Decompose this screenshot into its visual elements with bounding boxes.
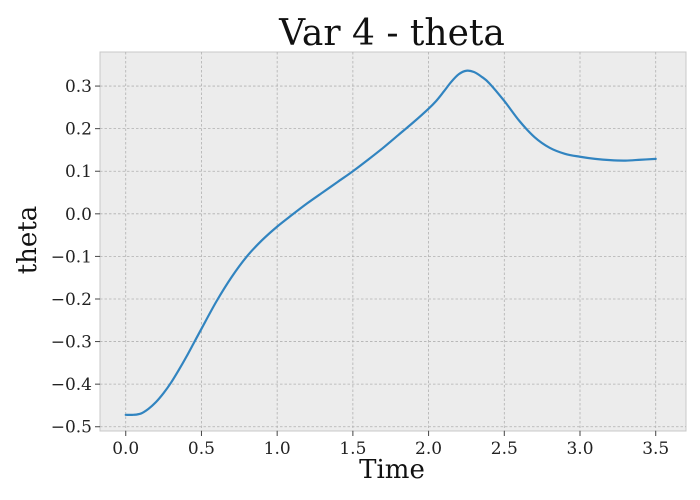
x-tick-label: 1.0: [264, 439, 291, 459]
x-tick-label: 0.5: [188, 439, 215, 459]
x-tick-label: 0.0: [112, 439, 139, 459]
y-axis-label: theta: [13, 206, 43, 275]
y-tick-label: −0.3: [51, 333, 92, 353]
x-axis-label: Time: [359, 455, 425, 485]
y-tick-label: −0.1: [51, 247, 92, 267]
x-axis: 0.0 0.5 1.0 1.5 2.0 2.5 3.0 3.5: [112, 431, 669, 459]
plot-area: [99, 51, 687, 432]
y-tick-label: 0.2: [65, 120, 92, 140]
grid: [100, 52, 686, 431]
y-tick-label: 0.0: [65, 205, 92, 225]
y-tick-label: −0.2: [51, 290, 92, 310]
x-tick-label: 2.0: [415, 439, 442, 459]
chart-title: Var 4 - theta: [278, 13, 505, 54]
x-tick-label: 1.5: [339, 439, 366, 459]
y-tick-label: −0.4: [51, 375, 92, 395]
x-tick-label: 2.5: [491, 439, 518, 459]
y-tick-label: −0.5: [51, 418, 92, 438]
x-tick-label: 3.0: [566, 439, 593, 459]
y-axis: −0.5 −0.4 −0.3 −0.2 −0.1 0.0 0.1 0.2 0.3: [51, 77, 100, 438]
series-layer: [124, 69, 657, 417]
series-line-theta: [124, 69, 657, 417]
y-tick-label: 0.1: [65, 162, 92, 182]
y-tick-label: 0.3: [65, 77, 92, 97]
x-tick-label: 3.5: [642, 439, 669, 459]
